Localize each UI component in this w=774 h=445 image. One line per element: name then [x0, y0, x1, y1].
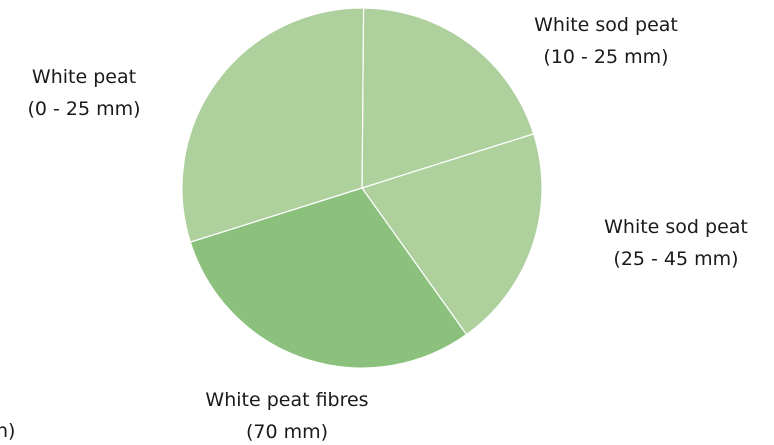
slice-label-1: White sod peat (10 - 25 mm)	[534, 14, 678, 68]
slice-label-line1: White peat fibres	[205, 389, 368, 411]
slice-label-2: White sod peat (25 - 45 mm)	[604, 216, 748, 270]
slice-label-line1: White sod peat	[604, 216, 748, 238]
pie-slice-3	[189, 187, 468, 369]
pie-slice-2	[361, 133, 543, 336]
pie-slice-1	[361, 7, 535, 189]
partial-edge-label: n)	[0, 420, 15, 442]
slice-label-line1: White peat	[32, 66, 136, 88]
pie-slices	[181, 7, 543, 369]
pie-labels: White sod peat (10 - 25 mm)White sod peat…	[27, 14, 747, 443]
slice-label-line2: (0 - 25 mm)	[27, 98, 140, 120]
slice-label-line2: (10 - 25 mm)	[543, 46, 668, 68]
slice-label-3: White peat fibres (70 mm)	[205, 389, 368, 443]
slice-label-4: White peat (0 - 25 mm)	[27, 66, 140, 120]
slice-label-line2: (25 - 45 mm)	[613, 248, 738, 270]
pie-slice-4	[181, 7, 365, 243]
slice-label-line1: White sod peat	[534, 14, 678, 36]
slice-label-line2: (70 mm)	[246, 421, 328, 443]
